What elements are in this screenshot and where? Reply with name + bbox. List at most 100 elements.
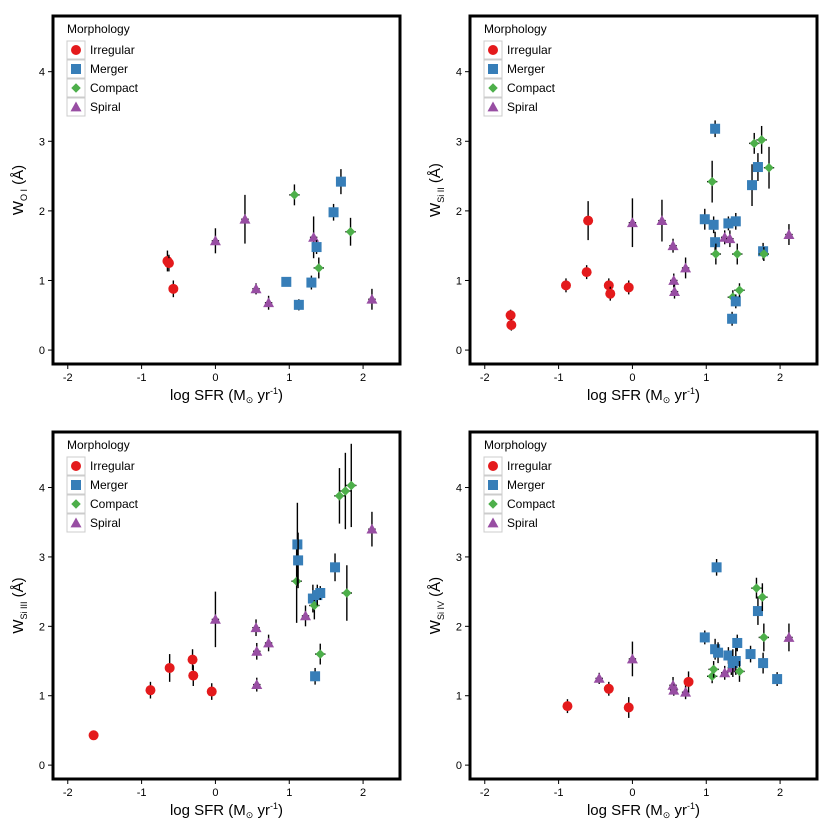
panel-frame bbox=[51, 14, 402, 366]
x-axis-label: log SFR (M⊙ yr-1) bbox=[170, 801, 283, 820]
marker-triangle bbox=[308, 231, 320, 242]
data-point-spiral bbox=[366, 511, 378, 547]
marker-square bbox=[335, 176, 346, 187]
marker-diamond bbox=[314, 263, 324, 273]
data-point-merger bbox=[713, 642, 724, 664]
marker-diamond bbox=[764, 162, 774, 173]
marker-triangle bbox=[719, 667, 731, 678]
marker-square bbox=[745, 649, 756, 660]
data-point-merger bbox=[727, 311, 738, 326]
x-tick-label: 1 bbox=[286, 787, 292, 799]
marker-square bbox=[488, 64, 498, 74]
marker-square bbox=[710, 237, 721, 248]
marker-triangle bbox=[299, 610, 311, 621]
marker-square bbox=[488, 480, 498, 490]
legend-label-spiral: Spiral bbox=[507, 516, 538, 530]
legend-label-irregular: Irregular bbox=[507, 43, 552, 57]
x-axis-label: log SFR (M⊙ yr-1) bbox=[587, 386, 700, 405]
marker-circle bbox=[168, 283, 179, 294]
marker-diamond bbox=[734, 285, 745, 295]
data-point-merger bbox=[752, 597, 763, 625]
marker-triangle bbox=[667, 679, 679, 690]
x-tick-label: -1 bbox=[554, 787, 564, 799]
data-point-merger bbox=[306, 275, 317, 290]
marker-circle bbox=[623, 702, 634, 713]
marker-square bbox=[310, 671, 321, 682]
data-point-compact bbox=[732, 243, 743, 265]
data-point-compact bbox=[313, 257, 324, 279]
x-tick-label: 1 bbox=[286, 372, 292, 384]
data-point-compact bbox=[710, 243, 722, 265]
marker-diamond bbox=[71, 83, 81, 93]
y-tick-label: 3 bbox=[456, 552, 462, 564]
marker-square bbox=[281, 276, 292, 287]
marker-triangle bbox=[593, 672, 605, 683]
x-tick-label: -2 bbox=[63, 787, 73, 799]
marker-square bbox=[730, 656, 741, 667]
marker-circle bbox=[560, 280, 571, 291]
marker-triangle bbox=[669, 286, 681, 297]
y-axis-label: WSi II (Å) bbox=[427, 163, 446, 217]
marker-circle bbox=[605, 288, 616, 299]
data-point-spiral bbox=[593, 672, 605, 684]
data-point-spiral bbox=[783, 224, 795, 245]
legend-label-merger: Merger bbox=[507, 478, 545, 492]
marker-triangle bbox=[209, 613, 221, 624]
marker-triangle bbox=[263, 637, 275, 648]
data-point-merger bbox=[732, 634, 743, 652]
marker-square bbox=[330, 562, 341, 573]
data-point-compact bbox=[341, 565, 353, 621]
data-point-irregular bbox=[562, 699, 573, 714]
legend: Morphology Irregular Merger Compact Spiral bbox=[66, 22, 139, 117]
marker-triangle bbox=[724, 233, 736, 244]
data-point-spiral bbox=[209, 228, 221, 254]
y-tick-label: 1 bbox=[39, 275, 45, 287]
y-axis-label: WSi IV (Å) bbox=[427, 577, 446, 634]
marker-diamond bbox=[732, 249, 743, 259]
marker-diamond bbox=[751, 583, 762, 593]
data-point-merger bbox=[293, 532, 304, 589]
data-point-compact bbox=[757, 583, 768, 612]
marker-square bbox=[306, 277, 317, 288]
y-tick-label: 1 bbox=[39, 691, 45, 703]
marker-square bbox=[699, 632, 710, 643]
data-point-merger bbox=[330, 553, 341, 582]
legend: Morphology Irregular Merger Compact Spiral bbox=[483, 22, 556, 117]
x-tick-label: 2 bbox=[777, 787, 783, 799]
marker-triangle bbox=[366, 293, 378, 304]
marker-circle bbox=[145, 685, 156, 696]
y-tick-label: 3 bbox=[39, 136, 45, 148]
x-tick-label: -1 bbox=[554, 372, 564, 384]
marker-triangle bbox=[251, 679, 263, 690]
data-point-irregular bbox=[506, 319, 517, 331]
data-point-spiral bbox=[668, 684, 680, 696]
marker-triangle bbox=[70, 517, 82, 528]
marker-circle bbox=[583, 215, 594, 226]
data-point-spiral bbox=[250, 283, 262, 295]
x-tick-label: 2 bbox=[360, 787, 366, 799]
y-tick-label: 4 bbox=[456, 483, 462, 495]
marker-triangle bbox=[70, 101, 82, 112]
data-point-irregular bbox=[605, 286, 616, 301]
panel-frame bbox=[468, 430, 819, 781]
legend-label-irregular: Irregular bbox=[90, 43, 135, 57]
marker-square bbox=[772, 674, 783, 685]
data-point-compact bbox=[734, 661, 745, 682]
data-point-compact bbox=[706, 160, 718, 203]
marker-circle bbox=[71, 461, 81, 471]
data-point-spiral bbox=[251, 642, 263, 660]
marker-circle bbox=[88, 730, 99, 741]
y-axis-label: WSi III (Å) bbox=[10, 577, 29, 633]
y-tick-label: 4 bbox=[39, 67, 45, 79]
panel-frame bbox=[51, 430, 402, 781]
marker-circle bbox=[603, 683, 614, 694]
legend-label-compact: Compact bbox=[90, 497, 139, 511]
y-tick-label: 3 bbox=[39, 552, 45, 564]
data-point-merger bbox=[311, 240, 322, 255]
data-point-irregular bbox=[168, 280, 179, 298]
data-point-merger bbox=[747, 164, 758, 207]
marker-diamond bbox=[707, 176, 717, 187]
data-point-spiral bbox=[239, 194, 251, 244]
y-tick-label: 4 bbox=[39, 483, 45, 495]
y-tick-label: 3 bbox=[456, 136, 462, 148]
